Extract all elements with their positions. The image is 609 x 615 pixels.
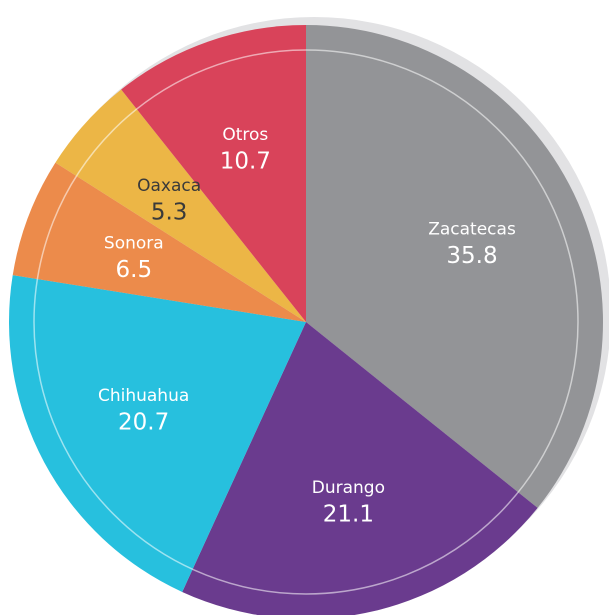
slice-value: 35.8 [446,243,497,269]
pie-slice [12,162,306,322]
slice-value: 10.7 [220,149,271,175]
slice-name: Sonora [104,234,164,254]
pie-slice [55,89,306,322]
slice-value: 21.1 [323,502,374,528]
inner-ring [33,49,579,595]
slice-name: Chihuahua [98,386,189,406]
slice-value: 5.3 [151,199,188,225]
pie-slice [182,322,538,615]
slice-name: Durango [312,478,385,498]
slice-value: 6.5 [116,257,153,283]
slice-name: Zacatecas [428,219,516,239]
slice-name: Oaxaca [137,176,201,196]
pie-slice [121,25,306,322]
pie-slice [8,275,306,592]
pie-slice [306,25,603,508]
slice-value: 20.7 [118,409,169,435]
slice-name: Otros [222,125,268,145]
